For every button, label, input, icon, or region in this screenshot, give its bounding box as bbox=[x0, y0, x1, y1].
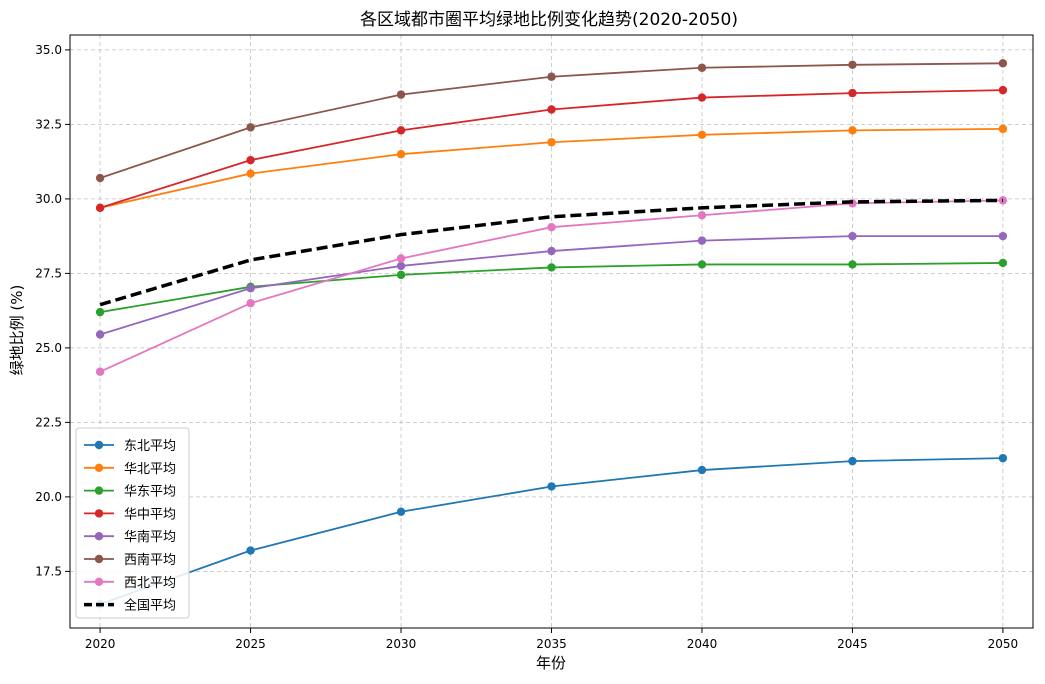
legend-marker bbox=[94, 509, 104, 518]
data-point bbox=[246, 298, 255, 308]
series-region bbox=[95, 196, 1008, 376]
y-tick-label: 30.0 bbox=[35, 192, 62, 206]
legend-label: 西南平均 bbox=[124, 552, 176, 568]
data-point bbox=[396, 254, 406, 263]
legend-label: 东北平均 bbox=[124, 439, 176, 454]
legend-label: 华北平均 bbox=[124, 462, 176, 477]
data-point bbox=[95, 367, 105, 376]
data-point bbox=[547, 105, 556, 114]
data-point bbox=[95, 330, 105, 339]
data-point bbox=[396, 149, 406, 159]
data-point bbox=[848, 260, 857, 269]
series-region bbox=[95, 231, 1008, 339]
y-tick-label: 25.0 bbox=[35, 341, 62, 355]
grid bbox=[70, 35, 1033, 628]
y-tick-label: 22.5 bbox=[35, 415, 62, 429]
legend-label: 全国平均 bbox=[124, 598, 176, 614]
data-point bbox=[547, 72, 556, 81]
data-point bbox=[246, 169, 255, 178]
y-tick-label: 27.5 bbox=[35, 266, 62, 280]
x-axis-ticks: 2020 2025 2030 2035 2040 2045 2050 bbox=[85, 628, 1018, 651]
data-point bbox=[95, 173, 105, 183]
data-point bbox=[697, 63, 707, 72]
series-region bbox=[95, 85, 1008, 213]
data-point bbox=[998, 85, 1008, 95]
x-tick-label: 2050 bbox=[988, 637, 1019, 651]
y-axis-label: 绿地比例 (%) bbox=[8, 285, 26, 376]
data-point bbox=[396, 261, 406, 271]
x-tick-label: 2020 bbox=[85, 637, 116, 651]
series-region bbox=[95, 453, 1008, 609]
data-point bbox=[396, 126, 406, 135]
legend-marker bbox=[94, 577, 104, 586]
series-national bbox=[99, 198, 1003, 307]
data-point bbox=[246, 546, 255, 555]
y-tick-label: 17.5 bbox=[35, 564, 62, 578]
legend-marker bbox=[94, 463, 104, 472]
series-region bbox=[95, 59, 1008, 183]
data-point bbox=[396, 90, 406, 99]
x-tick-label: 2025 bbox=[235, 637, 266, 651]
y-axis-ticks: 17.5 20.0 22.5 25.0 27.5 30.0 32.5 35.0 bbox=[35, 43, 70, 578]
data-point bbox=[998, 231, 1008, 241]
data-point bbox=[697, 260, 707, 269]
y-tick-label: 35.0 bbox=[35, 43, 62, 57]
series-region bbox=[95, 124, 1008, 213]
data-point bbox=[998, 453, 1008, 463]
data-point bbox=[848, 456, 857, 466]
data-point bbox=[697, 211, 707, 220]
legend-marker bbox=[94, 440, 104, 450]
data-point bbox=[547, 263, 556, 272]
series-line bbox=[99, 198, 1003, 307]
data-point bbox=[998, 59, 1008, 68]
legend-label: 华东平均 bbox=[124, 485, 176, 500]
legend-box bbox=[75, 427, 190, 619]
data-point bbox=[547, 246, 556, 256]
data-point bbox=[848, 60, 857, 69]
data-point bbox=[697, 236, 707, 245]
legend-marker bbox=[94, 554, 104, 564]
legend-label: 西北平均 bbox=[124, 576, 176, 591]
data-point bbox=[697, 93, 707, 102]
y-tick-label: 32.5 bbox=[35, 117, 62, 131]
data-point bbox=[396, 507, 406, 516]
data-point bbox=[246, 155, 255, 165]
data-point bbox=[998, 124, 1008, 134]
legend-marker bbox=[94, 532, 104, 541]
data-point bbox=[848, 126, 857, 135]
data-point bbox=[697, 130, 707, 140]
data-point bbox=[848, 88, 857, 98]
y-tick-label: 20.0 bbox=[35, 490, 62, 504]
legend-label: 华南平均 bbox=[124, 529, 176, 545]
data-point bbox=[95, 203, 105, 213]
legend-label: 华中平均 bbox=[124, 507, 176, 522]
x-tick-label: 2030 bbox=[386, 637, 417, 651]
data-point bbox=[998, 258, 1008, 268]
x-tick-label: 2035 bbox=[536, 637, 567, 651]
x-tick-label: 2045 bbox=[837, 637, 868, 651]
data-point bbox=[848, 231, 857, 241]
data-point bbox=[697, 465, 707, 475]
x-tick-label: 2040 bbox=[687, 637, 718, 651]
data-point bbox=[246, 284, 255, 293]
data-point bbox=[95, 307, 105, 317]
data-point bbox=[396, 270, 406, 280]
data-point bbox=[547, 138, 556, 147]
chart-title: 各区域都市圈平均绿地比例变化趋势(2020-2050) bbox=[360, 10, 738, 30]
series-group bbox=[95, 59, 1008, 609]
data-point bbox=[547, 223, 556, 232]
data-point bbox=[547, 482, 556, 491]
legend-marker bbox=[94, 486, 104, 495]
data-point bbox=[246, 123, 255, 132]
x-axis-label: 年份 bbox=[536, 654, 566, 672]
